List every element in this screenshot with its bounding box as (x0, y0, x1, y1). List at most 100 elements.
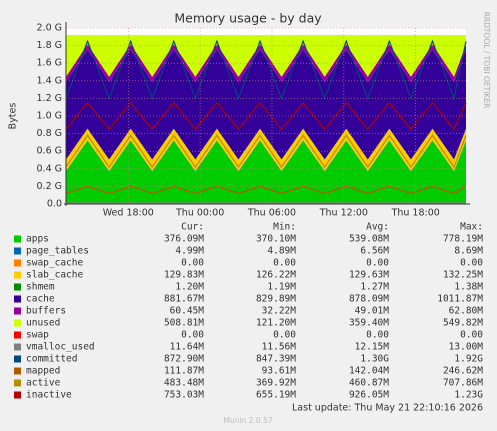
legend-value: 0.00 (460, 258, 483, 269)
legend-label: mapped (26, 366, 60, 377)
x-tick-label: Thu 06:00 (247, 208, 296, 219)
y-tick-label: 1.2 G (37, 93, 63, 104)
legend-value: 126.22M (256, 270, 296, 281)
legend-label: inactive (26, 390, 72, 401)
y-tick-label: 0.4 G (37, 163, 63, 174)
legend-label: swap_cache (26, 258, 83, 269)
legend-value: 539.08M (349, 234, 389, 245)
legend-value: 111.87M (164, 366, 204, 377)
legend-swatch (14, 283, 21, 291)
legend-swatch (14, 331, 21, 339)
legend-label: page_tables (26, 246, 89, 257)
legend-value: 872.90M (164, 354, 204, 365)
legend-value: 12.15M (355, 342, 390, 353)
legend-swatch (14, 367, 21, 375)
legend-value: 655.19M (256, 390, 296, 401)
legend-swatch (14, 355, 21, 363)
legend-label: swap (26, 330, 49, 341)
legend-header: Cur: (181, 222, 204, 233)
legend-value: 778.19M (443, 234, 483, 245)
footer: Munin 2.0.57 (223, 416, 272, 425)
area (66, 140, 466, 204)
x-tick-label: Thu 00:00 (175, 208, 224, 219)
legend-value: 0.00 (181, 258, 204, 269)
legend-value: 508.81M (164, 318, 204, 329)
y-tick-label: 1.0 G (37, 111, 63, 122)
legend-swatch (14, 259, 21, 267)
legend-value: 0.00 (460, 330, 483, 341)
legend-value: 483.48M (164, 378, 204, 389)
legend-swatch (14, 271, 21, 279)
legend: Cur: Min: Avg: Max: apps 376.09M 370.10M 539.08… (14, 222, 483, 401)
legend-swatch (14, 235, 21, 243)
legend-header: Min: (273, 222, 296, 233)
legend-value: 1.27M (360, 282, 389, 293)
legend-value: 0.00 (273, 330, 296, 341)
legend-value: 0.00 (366, 330, 389, 341)
legend-header: Avg: (366, 222, 389, 233)
y-tick-label: 0.0 (47, 199, 62, 210)
area (66, 128, 466, 171)
legend-value: 0.00 (181, 330, 204, 341)
legend-value: 129.83M (164, 270, 204, 281)
legend-value: 11.56M (262, 342, 297, 353)
legend-swatch (14, 307, 21, 315)
legend-value: 829.89M (256, 294, 296, 305)
line (65, 185, 467, 195)
legend-value: 370.10M (256, 234, 296, 245)
legend-value: 460.87M (349, 378, 389, 389)
legend-value: 1.30G (360, 354, 389, 365)
y-axis-label: Bytes (8, 103, 19, 130)
legend-value: 121.20M (256, 318, 296, 329)
legend-swatch (14, 343, 21, 351)
plot (64, 22, 470, 206)
y-tick-label: 1.6 G (37, 58, 63, 69)
legend-value: 32.22M (262, 306, 297, 317)
legend-value: 6.56M (360, 246, 389, 257)
legend-value: 62.80M (449, 306, 484, 317)
y-tick-label: 1.4 G (37, 75, 63, 86)
legend-swatch (14, 319, 21, 327)
legend-label: shmem (26, 282, 55, 293)
legend-value: 60.45M (170, 306, 205, 317)
legend-value: 753.03M (164, 390, 204, 401)
legend-value: 1.20M (175, 282, 204, 293)
legend-value: 878.09M (349, 294, 389, 305)
legend-header: Max: (460, 222, 483, 233)
legend-value: 1.38M (454, 282, 483, 293)
legend-value: 881.67M (164, 294, 204, 305)
legend-label: unused (26, 318, 60, 329)
legend-value: 1011.87M (437, 294, 483, 305)
legend-value: 549.82M (443, 318, 483, 329)
x-tick-label: Thu 18:00 (391, 208, 440, 219)
legend-value: 132.25M (443, 270, 483, 281)
y-tick-label: 0.2 G (37, 181, 63, 192)
legend-swatch (14, 379, 21, 387)
last-update: Last update: Thu May 21 22:10:16 2026 (292, 403, 483, 414)
legend-value: 13.00M (449, 342, 484, 353)
chart-title: Memory usage - by day (174, 11, 322, 26)
legend-value: 707.86M (443, 378, 483, 389)
legend-value: 4.99M (175, 246, 204, 257)
legend-value: 129.63M (349, 270, 389, 281)
legend-label: active (26, 378, 61, 389)
y-tick-label: 1.8 G (37, 40, 63, 51)
legend-swatch (14, 247, 21, 255)
legend-value: 0.00 (273, 258, 296, 269)
legend-value: 369.92M (256, 378, 296, 389)
legend-label: cache (26, 294, 55, 305)
legend-value: 1.23G (454, 390, 483, 401)
x-tick-label: Wed 18:00 (103, 208, 154, 219)
legend-value: 142.04M (349, 366, 389, 377)
legend-value: 8.69M (454, 246, 483, 257)
legend-value: 0.00 (366, 258, 389, 269)
legend-value: 376.09M (164, 234, 204, 245)
legend-value: 49.01M (355, 306, 390, 317)
line (65, 39, 467, 101)
y-tick-label: 0.6 G (37, 146, 63, 157)
legend-label: slab_cache (26, 270, 83, 281)
y-tick-label: 0.8 G (37, 128, 63, 139)
legend-value: 4.89M (267, 246, 296, 257)
y-tick-label: 2.0 G (37, 23, 63, 34)
area (66, 49, 466, 160)
